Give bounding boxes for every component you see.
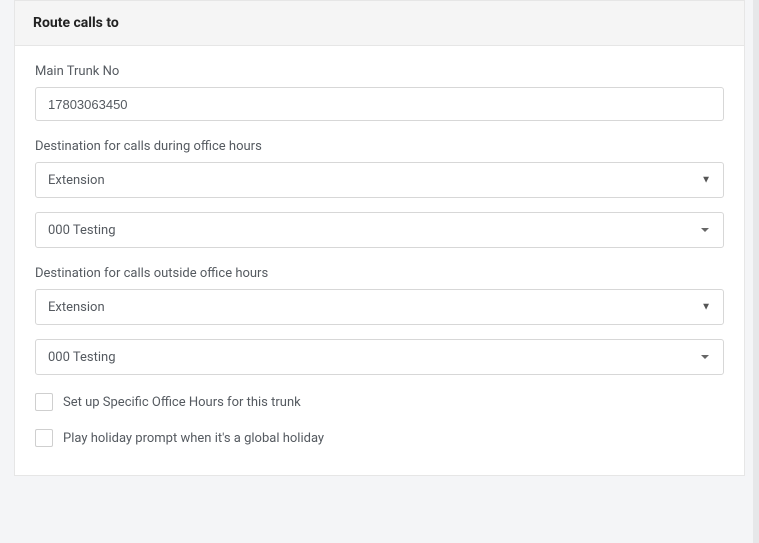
during-hours-value: 000 Testing <box>48 223 116 238</box>
during-hours-type-select[interactable]: Extension ▼ <box>35 162 724 198</box>
holiday-prompt-label: Play holiday prompt when it's a global h… <box>63 431 324 446</box>
chevron-down-icon <box>701 228 709 232</box>
during-hours-label: Destination for calls during office hour… <box>35 139 724 154</box>
checkbox-box-icon <box>35 393 53 411</box>
chevron-down-icon <box>701 355 709 359</box>
outside-hours-label: Destination for calls outside office hou… <box>35 266 724 281</box>
outside-hours-value-select[interactable]: 000 Testing <box>35 339 724 375</box>
panel-title: Route calls to <box>15 1 744 46</box>
outside-hours-value: 000 Testing <box>48 350 116 365</box>
checkbox-box-icon <box>35 429 53 447</box>
main-trunk-input[interactable] <box>35 87 724 121</box>
during-hours-type-value: Extension <box>48 173 105 188</box>
chevron-down-icon: ▼ <box>701 175 711 186</box>
specific-hours-label: Set up Specific Office Hours for this tr… <box>63 395 301 410</box>
during-hours-value-select[interactable]: 000 Testing <box>35 212 724 248</box>
outside-hours-type-select[interactable]: Extension ▼ <box>35 289 724 325</box>
holiday-prompt-checkbox[interactable]: Play holiday prompt when it's a global h… <box>35 429 724 447</box>
chevron-down-icon: ▼ <box>701 302 711 313</box>
specific-hours-checkbox[interactable]: Set up Specific Office Hours for this tr… <box>35 393 724 411</box>
panel-body: Main Trunk No Destination for calls duri… <box>15 46 744 475</box>
outside-hours-group: Extension ▼ 000 Testing <box>35 289 724 375</box>
scrollbar-track[interactable] <box>753 0 759 543</box>
main-trunk-group: Main Trunk No <box>35 64 724 121</box>
main-trunk-label: Main Trunk No <box>35 64 724 79</box>
outside-hours-type-value: Extension <box>48 300 105 315</box>
route-calls-panel: Route calls to Main Trunk No Destination… <box>14 0 745 476</box>
during-hours-group: Extension ▼ 000 Testing <box>35 162 724 248</box>
